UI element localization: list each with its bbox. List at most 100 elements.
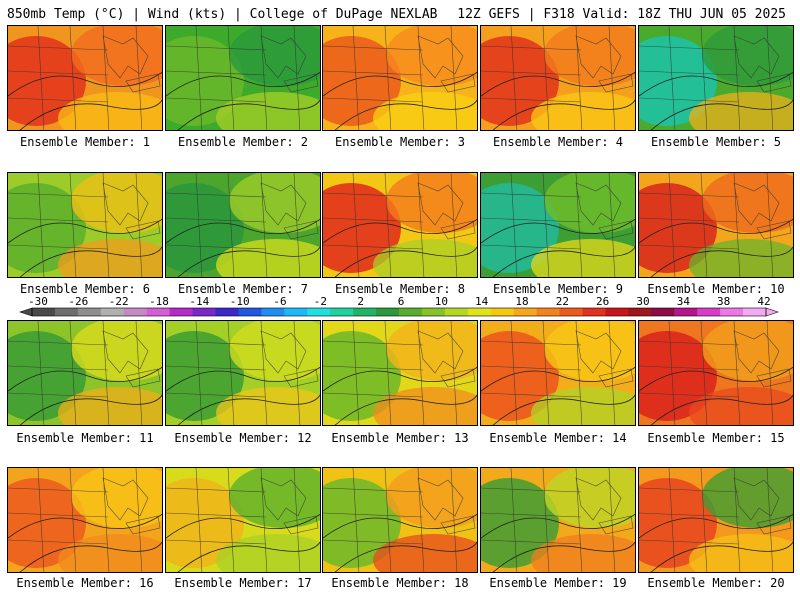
colorbar-tick-label: 6 (398, 296, 405, 308)
temperature-map (481, 321, 635, 425)
colorbar-tick-label: -6 (273, 296, 286, 308)
ensemble-member-label: Ensemble Member: 13 (331, 431, 469, 445)
ensemble-map-panel (165, 320, 321, 426)
colorbar-swatch (720, 308, 744, 316)
colorbar-swatch (490, 308, 515, 316)
ensemble-map-panel (165, 172, 321, 278)
colorbar-swatch (582, 308, 606, 316)
ensemble-member-label: Ensemble Member: 4 (492, 135, 624, 149)
colorbar-tick-label: 14 (475, 296, 489, 308)
temperature-map (8, 173, 162, 277)
ensemble-member-label: Ensemble Member: 9 (492, 282, 624, 296)
run-info: 12Z GEFS | F318 Valid: 18Z THU JUN 05 20… (457, 7, 786, 22)
ensemble-member-label: Ensemble Member: 15 (647, 431, 785, 445)
colorbar-right-arrow (765, 307, 779, 317)
colorbar-swatch (100, 308, 125, 316)
ensemble-map-panel (7, 320, 163, 426)
ensemble-member-label: Ensemble Member: 11 (16, 431, 154, 445)
ensemble-map-panel (638, 172, 794, 278)
temperature-map (166, 173, 320, 277)
colorbar-swatch (261, 308, 285, 316)
colorbar-swatch (605, 308, 629, 316)
temperature-map (166, 26, 320, 130)
temperature-map (166, 321, 320, 425)
temperature-map (8, 321, 162, 425)
temperature-map (323, 26, 477, 130)
ensemble-member-label: Ensemble Member: 18 (331, 576, 469, 590)
colorbar-tick-label: -26 (68, 296, 88, 308)
ensemble-map-panel (480, 467, 636, 573)
colorbar-tick-label: 22 (556, 296, 569, 308)
colorbar-tick-label: -2 (314, 296, 327, 308)
colorbar-tick-label: 42 (757, 296, 770, 308)
ensemble-member-label: Ensemble Member: 1 (19, 135, 151, 149)
ensemble-map-panel (165, 25, 321, 131)
colorbar-swatch (54, 308, 79, 316)
temperature-colorbar: -30 -26 -22 -18 -14 -10 -6 -2 2 6 10 14 18 22 26 30 34 38… (0, 296, 800, 320)
ensemble-map-panel (322, 172, 478, 278)
temperature-map (8, 26, 162, 130)
ensemble-member-label: Ensemble Member: 10 (647, 282, 785, 296)
temperature-map (323, 173, 477, 277)
colorbar-swatch (123, 308, 148, 316)
ensemble-map-panel (7, 25, 163, 131)
colorbar-swatch (421, 308, 446, 316)
temperature-map (639, 173, 793, 277)
temperature-map (8, 468, 162, 572)
colorbar-tick-label: 30 (636, 296, 649, 308)
colorbar-swatch (192, 308, 216, 316)
ensemble-map-panel (322, 467, 478, 573)
ensemble-map-panel (7, 172, 163, 278)
ensemble-member-label: Ensemble Member: 7 (177, 282, 309, 296)
colorbar-swatch (674, 308, 698, 316)
colorbar-tick-label: -18 (149, 296, 169, 308)
colorbar-tick-label: 26 (596, 296, 609, 308)
colorbar-swatch (651, 308, 675, 316)
colorbar-tick-label: 34 (677, 296, 691, 308)
ensemble-member-label: Ensemble Member: 2 (177, 135, 309, 149)
ensemble-member-label: Ensemble Member: 14 (489, 431, 627, 445)
colorbar-swatch (513, 308, 538, 316)
colorbar-swatch (399, 308, 423, 316)
ensemble-member-label: Ensemble Member: 16 (16, 576, 154, 590)
colorbar-tick-label: -10 (230, 296, 250, 308)
colorbar-swatch (353, 308, 377, 316)
ensemble-map-panel (322, 320, 478, 426)
colorbar-tick-label: 2 (357, 296, 364, 308)
temperature-map (481, 173, 635, 277)
colorbar-swatch (146, 308, 171, 316)
ensemble-map-panel (322, 25, 478, 131)
chart-title: 850mb Temp (°C) | Wind (kts) | College o… (7, 7, 438, 22)
ensemble-map-panel (638, 25, 794, 131)
colorbar-swatch (169, 308, 194, 316)
colorbar-swatch (743, 308, 767, 316)
colorbar-swatch (77, 308, 102, 316)
colorbar-swatch (376, 308, 400, 316)
temperature-map (639, 321, 793, 425)
temperature-map (166, 468, 320, 572)
temperature-map (481, 468, 635, 572)
colorbar-tick-label: 10 (435, 296, 448, 308)
colorbar-swatch (284, 308, 308, 316)
temperature-map (639, 26, 793, 130)
colorbar-swatch (444, 308, 469, 316)
ensemble-member-label: Ensemble Member: 19 (489, 576, 627, 590)
colorbar-tick-label: 18 (515, 296, 528, 308)
ensemble-map-panel (638, 467, 794, 573)
ensemble-map-panel (480, 320, 636, 426)
ensemble-map-panel (480, 25, 636, 131)
colorbar-graphic: -30 -26 -22 -18 -14 -10 -6 -2 2 6 10 14 18 22 26 30 34 38… (19, 296, 779, 317)
colorbar-swatch (32, 308, 56, 316)
colorbar-swatch (330, 308, 354, 316)
ensemble-member-label: Ensemble Member: 12 (174, 431, 312, 445)
ensemble-member-label: Ensemble Member: 6 (19, 282, 151, 296)
ensemble-map-panel (7, 467, 163, 573)
colorbar-swatch (697, 308, 721, 316)
ensemble-member-label: Ensemble Member: 5 (650, 135, 782, 149)
colorbar-swatch (559, 308, 583, 316)
colorbar-swatch (238, 308, 262, 316)
colorbar-swatch (307, 308, 331, 316)
colorbar-swatch (628, 308, 652, 316)
ensemble-member-label: Ensemble Member: 20 (647, 576, 785, 590)
ensemble-member-label: Ensemble Member: 17 (174, 576, 312, 590)
